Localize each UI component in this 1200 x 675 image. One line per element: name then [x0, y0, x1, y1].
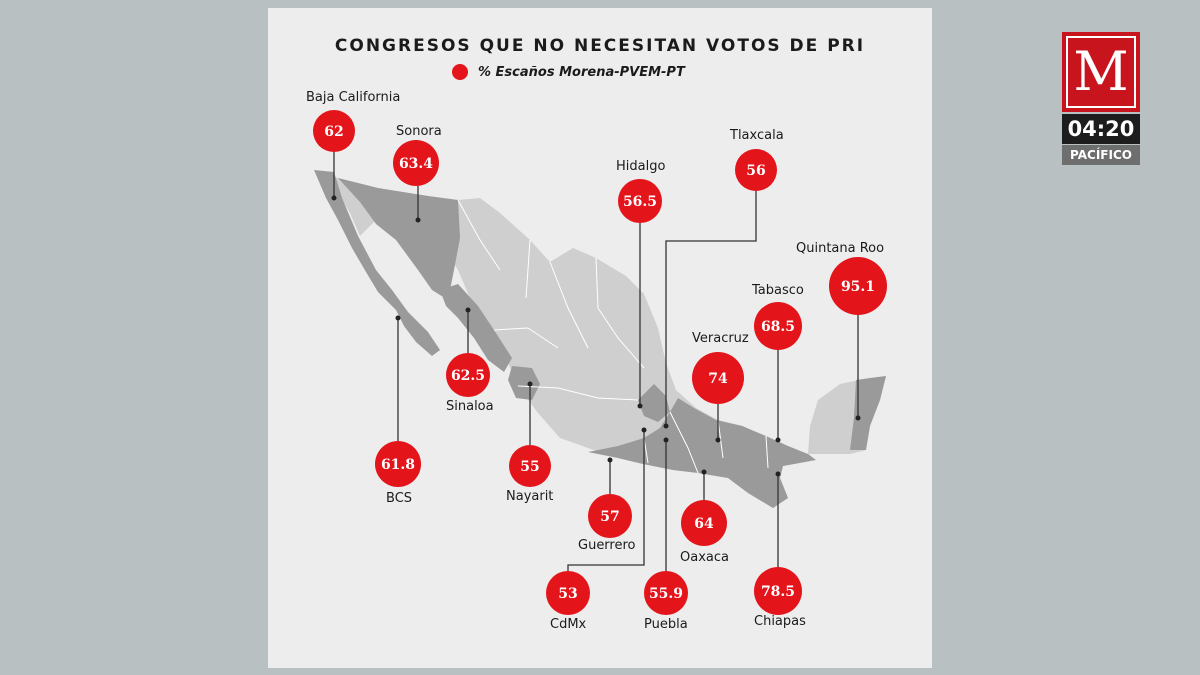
value-circle-tabasco: [754, 302, 802, 350]
value-text-quintana-roo: 95.1: [841, 279, 875, 295]
infographic-title: CONGRESOS QUE NO NECESITAN VOTOS DE PRI: [334, 36, 866, 56]
value-text-oaxaca: 64: [694, 516, 714, 532]
leader-dot-guerrero: [607, 457, 613, 463]
marker-tlaxcala: 56 Tlaxcala: [663, 128, 784, 429]
state-label-oaxaca: Oaxaca: [680, 550, 729, 565]
marker-tabasco: 68.5 Tabasco: [751, 283, 804, 443]
value-circle-puebla: [644, 571, 688, 615]
value-text-baja-california: 62: [324, 124, 343, 140]
leader-dot-baja-california: [331, 195, 337, 201]
value-circle-veracruz: [692, 352, 744, 404]
marker-guerrero: 57 Guerrero: [578, 457, 636, 553]
value-text-sonora: 63.4: [399, 156, 433, 172]
marker-sonora: 63.4 Sonora: [393, 124, 442, 223]
value-text-bcs: 61.8: [381, 457, 415, 473]
leader-dot-oaxaca: [701, 469, 707, 475]
value-circle-hidalgo: [618, 179, 662, 223]
value-circle-bcs: [375, 441, 421, 487]
state-label-tabasco: Tabasco: [751, 283, 804, 298]
value-text-hidalgo: 56.5: [623, 194, 657, 210]
infographic-panel: CONGRESOS QUE NO NECESITAN VOTOS DE PRI …: [268, 8, 932, 668]
sinaloa-shape: [440, 284, 512, 372]
value-circle-guerrero: [588, 494, 632, 538]
marker-sinaloa: 62.5 Sinaloa: [446, 307, 494, 414]
value-circle-oaxaca: [681, 500, 727, 546]
marker-baja-california: 62 Baja California: [306, 90, 400, 201]
value-circle-nayarit: [509, 445, 551, 487]
state-label-sinaloa: Sinaloa: [446, 399, 494, 414]
state-label-veracruz: Veracruz: [692, 331, 749, 346]
leader-dot-nayarit: [527, 381, 533, 387]
marker-nayarit: 55 Nayarit: [506, 381, 553, 504]
value-circle-sonora: [393, 140, 439, 186]
value-text-veracruz: 74: [708, 371, 728, 387]
value-circle-cdmx: [546, 571, 590, 615]
state-label-bcs: BCS: [386, 491, 412, 506]
leader-dot-sinaloa: [465, 307, 471, 313]
value-text-tabasco: 68.5: [761, 319, 795, 335]
value-circle-tlaxcala: [735, 149, 777, 191]
sonora-shape: [338, 178, 460, 300]
marker-bcs: 61.8 BCS: [375, 315, 421, 506]
milenio-logo: M: [1062, 32, 1140, 112]
leader-dot-puebla: [663, 437, 669, 443]
state-label-tlaxcala: Tlaxcala: [729, 128, 784, 143]
value-circle-sinaloa: [446, 353, 490, 397]
leader-dot-sonora: [415, 217, 421, 223]
baja-peninsula: [314, 170, 440, 356]
legend: % Escaños Morena-PVEM-PT: [452, 62, 685, 82]
marker-veracruz: 74 Veracruz: [692, 331, 749, 443]
marker-quintana-roo: 95.1 Quintana Roo: [796, 241, 887, 421]
state-label-puebla: Puebla: [644, 617, 688, 632]
value-text-cdmx: 53: [558, 586, 577, 602]
leader-dot-hidalgo: [637, 403, 643, 409]
hidalgo-shape: [638, 384, 670, 422]
leader-dot-cdmx: [641, 427, 647, 433]
state-label-guerrero: Guerrero: [578, 538, 636, 553]
value-text-guerrero: 57: [600, 509, 619, 525]
marker-hidalgo: 56.5 Hidalgo: [616, 159, 665, 409]
state-label-chiapas: Chiapas: [754, 614, 806, 629]
leader-line-tlaxcala: [665, 191, 757, 426]
state-label-cdmx: CdMx: [550, 617, 587, 632]
logo-letter: M: [1066, 36, 1136, 108]
legend-label: % Escaños Morena-PVEM-PT: [478, 64, 685, 80]
leader-dot-quintana-roo: [855, 415, 861, 421]
leader-dot-bcs: [395, 315, 401, 321]
state-label-baja-california: Baja California: [306, 90, 400, 105]
value-text-nayarit: 55: [520, 459, 539, 475]
state-label-hidalgo: Hidalgo: [616, 159, 665, 174]
leader-dot-veracruz: [715, 437, 721, 443]
value-text-tlaxcala: 56: [746, 163, 765, 179]
value-circle-quintana-roo: [829, 257, 887, 315]
marker-chiapas: 78.5 Chiapas: [754, 471, 806, 629]
legend-marker: [452, 64, 468, 80]
quintana-roo-shape: [850, 376, 886, 450]
state-label-quintana-roo: Quintana Roo: [796, 241, 884, 256]
value-circle-chiapas: [754, 567, 802, 615]
marker-cdmx: 53 CdMx: [546, 427, 647, 632]
leader-dot-tabasco: [775, 437, 781, 443]
nayarit-shape: [508, 366, 540, 400]
value-text-puebla: 55.9: [649, 586, 683, 602]
leader-line-cdmx: [567, 430, 645, 571]
state-label-sonora: Sonora: [396, 124, 442, 139]
leader-dot-chiapas: [775, 471, 781, 477]
marker-oaxaca: 64 Oaxaca: [680, 469, 729, 565]
value-circle-baja-california: [313, 110, 355, 152]
south-band-shape: [588, 398, 816, 508]
map-base: [314, 170, 886, 508]
time-zone-label: PACÍFICO: [1062, 145, 1140, 165]
state-label-nayarit: Nayarit: [506, 489, 553, 504]
marker-puebla: 55.9 Puebla: [644, 437, 688, 632]
broadcast-clock: 04:20: [1062, 114, 1140, 144]
leader-dot-tlaxcala: [663, 423, 669, 429]
value-text-chiapas: 78.5: [761, 584, 795, 600]
value-text-sinaloa: 62.5: [451, 368, 485, 384]
state-borders: [457, 199, 769, 474]
